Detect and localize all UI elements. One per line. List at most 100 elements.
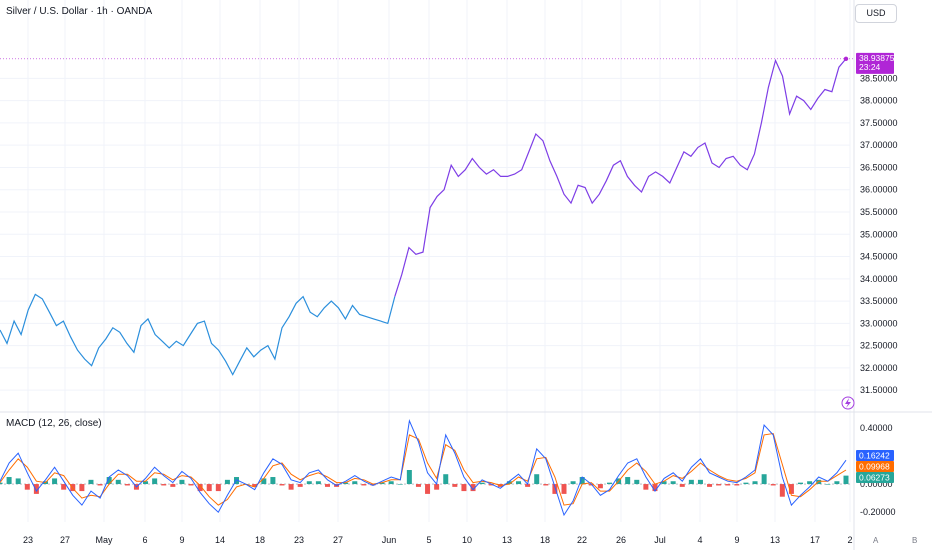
x-tick-label: 9 <box>179 535 184 545</box>
x-tick-label: 5 <box>426 535 431 545</box>
macd-value-badge <box>856 450 894 461</box>
x-tick-label: 27 <box>60 535 70 545</box>
y-tick-label: 33.00000 <box>860 318 898 328</box>
currency-button[interactable]: USD <box>855 4 897 23</box>
y-tick-label: 36.50000 <box>860 162 898 172</box>
x-tick-label: 14 <box>215 535 225 545</box>
macd-histogram-bar <box>224 479 230 485</box>
macd-histogram-bar <box>115 479 121 485</box>
macd-histogram-bar <box>479 482 485 485</box>
y-tick-label: 35.00000 <box>860 229 898 239</box>
macd-histogram-bar <box>406 470 412 485</box>
macd-histogram-bar <box>834 481 840 485</box>
symbol-title: Silver / U.S. Dollar · 1h · OANDA <box>6 6 153 17</box>
x-tick-label: 9 <box>734 535 739 545</box>
macd-histogram-bar <box>452 484 458 487</box>
macd-histogram-bar <box>0 482 3 485</box>
macd-histogram-bar <box>288 484 294 490</box>
log-scale-button[interactable]: B <box>912 536 918 545</box>
macd-histogram-bar <box>570 481 576 485</box>
macd-histogram-bar <box>779 484 785 497</box>
x-tick-label: 27 <box>333 535 343 545</box>
last-price-countdown: 23:24 <box>859 62 881 72</box>
macd-histogram-bar <box>343 482 349 485</box>
macd-histogram-bar <box>24 484 30 490</box>
x-tick-label: 23 <box>294 535 304 545</box>
macd-histogram-bar <box>143 481 149 485</box>
macd-histogram-bar <box>534 474 540 485</box>
macd-histogram-bar <box>324 484 330 487</box>
macd-histogram-bar <box>279 484 285 486</box>
macd-histogram-bar <box>170 484 176 487</box>
macd-histogram-bar <box>816 479 822 485</box>
last-price-dot <box>843 56 849 62</box>
macd-histogram-bar <box>261 478 267 485</box>
y-tick-label: 38.50000 <box>860 73 898 83</box>
lightning-icon <box>841 396 855 410</box>
signal-value-badge <box>856 461 894 472</box>
x-tick-label: 23 <box>23 535 33 545</box>
macd-histogram-bar <box>306 481 312 485</box>
macd-histogram-bar <box>788 484 794 494</box>
macd-histogram-bar <box>352 481 358 485</box>
y-tick-label: 34.50000 <box>860 252 898 262</box>
macd-histogram-bar <box>561 484 567 494</box>
macd-histogram-bar <box>270 477 276 485</box>
macd-y-tick-label: -0.20000 <box>860 507 896 517</box>
y-tick-label: 34.00000 <box>860 274 898 284</box>
macd-histogram-bar <box>61 484 67 490</box>
macd-histogram-bar <box>707 484 713 487</box>
macd-histogram-bar <box>716 484 722 486</box>
x-tick-label: Jun <box>382 535 397 545</box>
macd-histogram-bar <box>506 481 512 485</box>
macd-histogram-bar <box>625 477 631 485</box>
macd-histogram-bar <box>152 478 158 485</box>
macd-histogram-bar <box>752 481 758 485</box>
x-tick-label: 13 <box>770 535 780 545</box>
histogram-value-badge <box>856 472 894 483</box>
macd-histogram-bar <box>379 482 385 485</box>
macd-histogram-bar <box>525 484 531 487</box>
macd-histogram-bar <box>652 484 658 492</box>
macd-histogram-bar <box>252 484 258 487</box>
histogram-value-badge-text: 0.06273 <box>859 473 890 483</box>
macd-signal-line <box>0 432 847 506</box>
macd-histogram-bar <box>488 484 494 486</box>
macd-histogram-bar <box>743 482 749 485</box>
price-line-late <box>394 58 847 297</box>
y-tick-label: 32.00000 <box>860 363 898 373</box>
macd-histogram-bar <box>661 481 667 485</box>
last-price-value: 38.93875 <box>859 53 895 63</box>
macd-histogram-bar <box>688 479 694 485</box>
x-tick-label: 2 <box>847 535 852 545</box>
y-tick-label: 37.50000 <box>860 118 898 128</box>
macd-histogram-bar <box>425 484 431 494</box>
macd-histogram-bar <box>643 484 649 490</box>
macd-histogram-bar <box>552 484 558 494</box>
price-line-early <box>0 293 396 376</box>
macd-histogram-bar <box>361 484 367 486</box>
macd-histogram-bar <box>124 484 130 486</box>
macd-histogram-bar <box>88 479 94 485</box>
macd-histogram-bar <box>434 484 440 490</box>
x-tick-label: 13 <box>502 535 512 545</box>
macd-histogram-bar <box>215 484 221 492</box>
y-tick-label: 38.00000 <box>860 96 898 106</box>
macd-histogram-bar <box>206 484 212 492</box>
macd-histogram-bar <box>606 482 612 485</box>
x-tick-label: 22 <box>577 535 587 545</box>
macd-histogram-bar <box>807 481 813 485</box>
y-tick-label: 32.50000 <box>860 341 898 351</box>
macd-histogram-bar <box>697 479 703 485</box>
macd-indicator-title[interactable]: MACD (12, 26, close) <box>6 418 102 429</box>
macd-histogram-bar <box>761 474 767 485</box>
y-tick-label: 37.00000 <box>860 140 898 150</box>
auto-scale-button[interactable]: A <box>873 536 879 545</box>
macd-histogram-bar <box>179 479 185 485</box>
macd-histogram-bar <box>52 478 58 485</box>
macd-histogram-bar <box>161 484 167 486</box>
macd-histogram-bar <box>443 474 449 485</box>
x-tick-label: 4 <box>697 535 702 545</box>
macd-histogram-bar <box>679 484 685 487</box>
